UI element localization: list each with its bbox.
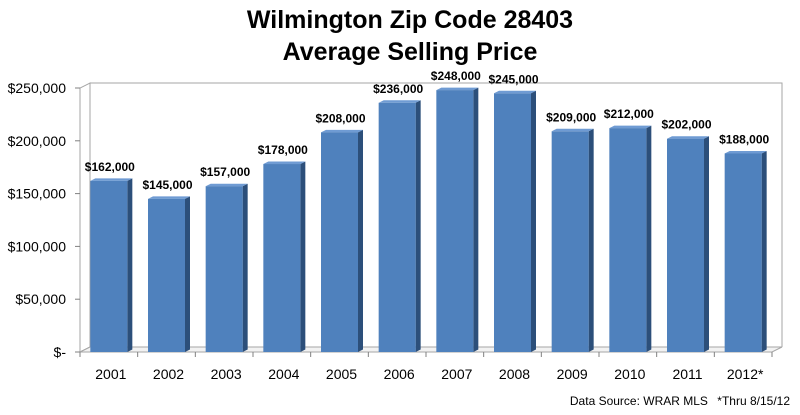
bar-top bbox=[724, 150, 767, 154]
data-label: $202,000 bbox=[661, 118, 711, 132]
y-tick-label: $- bbox=[54, 344, 67, 360]
data-source: Data Source: WRAR MLS bbox=[569, 394, 708, 408]
bar-side bbox=[185, 196, 190, 352]
bar-side bbox=[588, 128, 594, 352]
bar-front bbox=[494, 93, 531, 352]
data-label: $236,000 bbox=[373, 82, 423, 96]
x-tick-label: 2011 bbox=[672, 366, 702, 382]
bar-front bbox=[148, 198, 185, 352]
x-tick-label: 2003 bbox=[211, 366, 242, 382]
data-label: $245,000 bbox=[488, 72, 538, 86]
data-label: $209,000 bbox=[546, 110, 596, 124]
bar bbox=[90, 178, 133, 352]
bar-side bbox=[761, 150, 767, 352]
bar bbox=[205, 183, 248, 352]
bar-top bbox=[494, 90, 536, 94]
x-tick-label: 2005 bbox=[326, 366, 357, 382]
data-label: $157,000 bbox=[200, 165, 250, 179]
bar-front bbox=[263, 164, 301, 352]
bar bbox=[551, 128, 594, 352]
bar-top bbox=[436, 87, 479, 91]
y-tick-label: $50,000 bbox=[15, 291, 66, 307]
data-label: $208,000 bbox=[315, 111, 365, 125]
x-tick-label: 2004 bbox=[268, 366, 299, 382]
bar-side bbox=[415, 100, 421, 352]
bar bbox=[667, 136, 709, 352]
y-tick-label: $150,000 bbox=[8, 186, 67, 202]
bar bbox=[724, 150, 767, 352]
bar bbox=[494, 90, 536, 352]
bar-side bbox=[704, 136, 709, 352]
bar-front bbox=[321, 132, 358, 352]
bar bbox=[436, 87, 479, 352]
side-wall bbox=[79, 82, 91, 353]
bar bbox=[609, 125, 652, 353]
bar-top bbox=[378, 100, 421, 103]
bar-side bbox=[646, 125, 652, 353]
bar-side bbox=[531, 90, 536, 352]
bar-side bbox=[242, 183, 248, 352]
bars-group bbox=[90, 87, 767, 353]
chart-title: Wilmington Zip Code 28403 bbox=[246, 6, 574, 34]
chart-title-block: Wilmington Zip Code 28403 Average Sellin… bbox=[180, 4, 640, 68]
data-label: $162,000 bbox=[85, 160, 135, 174]
x-tick-label: 2012* bbox=[727, 366, 764, 382]
bar-top bbox=[321, 129, 363, 133]
bar-front bbox=[205, 186, 243, 352]
footnote: *Thru 8/15/12 bbox=[717, 394, 790, 408]
y-tick-label: $250,000 bbox=[8, 80, 67, 96]
data-labels-group: $162,000 $145,000 $157,000 $178,000 $208,000… bbox=[85, 69, 770, 192]
x-tick-label: 2006 bbox=[384, 366, 415, 382]
bar-top bbox=[263, 161, 306, 165]
bar bbox=[378, 100, 421, 352]
bar-side bbox=[127, 178, 133, 352]
bar bbox=[321, 129, 363, 352]
bar-top bbox=[90, 178, 133, 181]
y-tick-label: $200,000 bbox=[8, 133, 67, 149]
bar-top bbox=[667, 136, 709, 139]
y-axis: $- $50,000 $100,000 $150,000 $200,000 $250,00… bbox=[8, 80, 80, 360]
bar-front bbox=[378, 102, 416, 352]
bar-side bbox=[473, 87, 479, 352]
data-label: $145,000 bbox=[142, 178, 192, 192]
bar-top bbox=[551, 128, 594, 132]
bar bbox=[148, 196, 190, 352]
bar-top bbox=[609, 125, 652, 129]
x-axis: 2001 2002 2003 2004 2005 2006 2007 2008 2009 2010… bbox=[79, 352, 773, 382]
x-tick-label: 2008 bbox=[499, 366, 530, 382]
bar-front bbox=[724, 153, 762, 352]
bar-front bbox=[667, 138, 704, 352]
chart-subtitle: Average Selling Price bbox=[282, 38, 538, 66]
plot-frame bbox=[79, 82, 783, 353]
x-tick-label: 2007 bbox=[441, 366, 472, 382]
x-tick-label: 2002 bbox=[153, 366, 184, 382]
x-tick-label: 2010 bbox=[614, 366, 645, 382]
bar-front bbox=[609, 128, 647, 352]
data-label: $212,000 bbox=[604, 107, 654, 121]
bar-front bbox=[551, 131, 589, 352]
bar-top bbox=[205, 183, 248, 187]
x-tick-label: 2001 bbox=[95, 366, 126, 382]
x-tick-label: 2009 bbox=[557, 366, 588, 382]
data-label: $178,000 bbox=[258, 143, 308, 157]
data-label: $188,000 bbox=[719, 132, 769, 146]
y-tick-label: $100,000 bbox=[8, 238, 67, 254]
data-label: $248,000 bbox=[431, 69, 481, 83]
bar-side bbox=[358, 129, 363, 352]
bar-top bbox=[148, 196, 190, 199]
bar-front bbox=[436, 90, 474, 352]
bar-front bbox=[90, 180, 128, 352]
bar bbox=[263, 161, 306, 352]
bar-side bbox=[300, 161, 306, 352]
source-note: Data Source: WRAR MLS *Thru 8/15/12 bbox=[570, 394, 790, 408]
